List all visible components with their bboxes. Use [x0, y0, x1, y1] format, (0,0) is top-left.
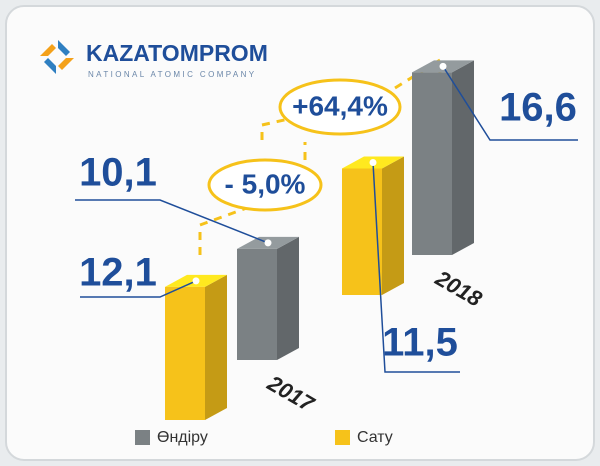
bar-side: [382, 156, 404, 295]
logo-tagline: NATIONAL ATOMIC COMPANY: [88, 70, 257, 79]
annotation-bubble: [278, 78, 402, 136]
annotation-bubble: [207, 158, 323, 212]
logo-icon: [40, 40, 74, 74]
bar-front: [165, 286, 205, 420]
leader-line: [80, 280, 197, 298]
logo-name: KAZATOMPROM: [86, 40, 268, 66]
leader-line: [442, 65, 578, 141]
bar: [342, 156, 404, 295]
value-label: 10,1: [79, 151, 157, 195]
bar-side: [205, 274, 227, 420]
bar-side: [452, 60, 474, 256]
legend-label: Сату: [357, 429, 393, 446]
bar-front: [237, 248, 277, 360]
value-label: 12,1: [79, 251, 157, 295]
leader-line: [372, 162, 460, 373]
annotation: - 5,0%: [225, 168, 306, 199]
legend-label: Өндіру: [157, 429, 208, 446]
annotation: +64,4%: [292, 90, 388, 121]
value-label: 16,6: [499, 86, 577, 130]
bar: [412, 60, 474, 256]
bar-front: [342, 168, 382, 295]
leader-dot: [192, 277, 200, 285]
bar-side: [277, 236, 299, 360]
legend-swatch: [335, 430, 350, 445]
bar-front: [412, 72, 452, 256]
leader-dot: [369, 159, 377, 166]
bar: [237, 236, 299, 360]
leader-line: [75, 199, 269, 244]
leader-dot: [439, 62, 447, 70]
value-label: 11,5: [382, 321, 458, 365]
leader-dot: [264, 239, 272, 247]
bar: [165, 274, 227, 420]
legend-swatch: [135, 430, 150, 445]
